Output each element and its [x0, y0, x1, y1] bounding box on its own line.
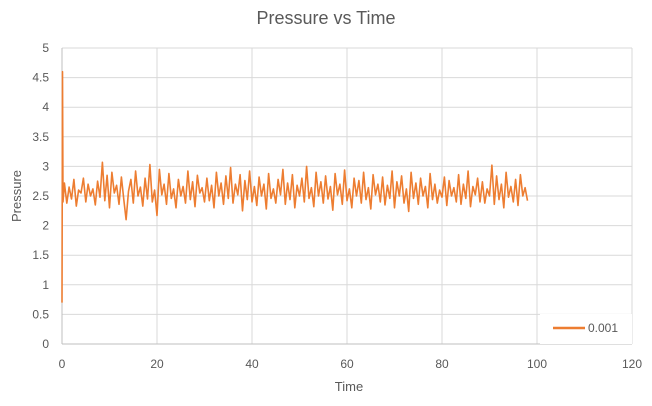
x-tick-label: 40	[245, 357, 259, 371]
x-tick-label: 80	[435, 357, 449, 371]
x-tick-label: 0	[59, 357, 66, 371]
y-tick-label: 2	[42, 219, 49, 233]
y-tick-label: 0	[42, 337, 49, 351]
y-tick-label: 5	[42, 41, 49, 55]
y-tick-label: 1.5	[32, 248, 49, 262]
x-tick-label: 60	[340, 357, 354, 371]
y-axis-label: Pressure	[9, 170, 24, 222]
x-tick-label: 100	[527, 357, 547, 371]
chart-title: Pressure vs Time	[256, 8, 395, 28]
y-tick-label: 2.5	[32, 189, 49, 203]
y-tick-label: 4.5	[32, 71, 49, 85]
x-tick-label: 120	[622, 357, 642, 371]
y-tick-labels: 0 0.5 1 1.5 2 2.5 3 3.5 4 4.5 5	[32, 41, 49, 351]
y-tick-label: 4	[42, 100, 49, 114]
y-tick-label: 0.5	[32, 307, 49, 321]
y-tick-label: 3	[42, 159, 49, 173]
legend: 0.001	[540, 314, 632, 344]
x-tick-label: 20	[150, 357, 164, 371]
x-tick-labels: 0 20 40 60 80 100 120	[59, 357, 643, 371]
legend-label: 0.001	[588, 321, 618, 335]
y-tick-label: 3.5	[32, 130, 49, 144]
series-line-0.001	[61, 70, 529, 303]
x-axis-label: Time	[335, 379, 363, 394]
y-tick-label: 1	[42, 278, 49, 292]
